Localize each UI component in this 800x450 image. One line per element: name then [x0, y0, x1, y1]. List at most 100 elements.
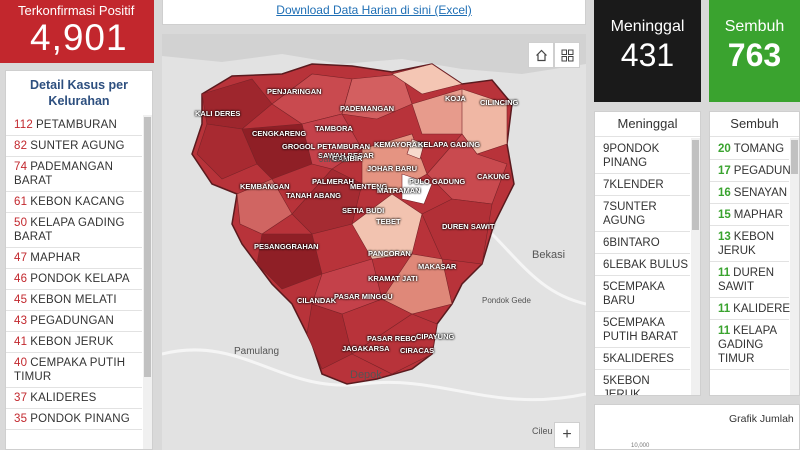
list-item[interactable]: 11 KELAPA GADING TIMUR — [710, 320, 789, 370]
list-item[interactable]: 20 TOMANG — [710, 138, 789, 160]
district-label: TEBET — [376, 217, 401, 226]
district-label: CIPAYUNG — [416, 332, 455, 341]
list-item[interactable]: 45 KEBON MELATI — [6, 290, 142, 311]
item-count: 11 — [718, 267, 731, 279]
list-item[interactable]: 74 PADEMANGAN BARAT — [6, 157, 142, 192]
item-name: KALIDERES — [609, 353, 674, 365]
district-label: MATRAMAN — [377, 186, 421, 195]
item-count: 7 — [603, 179, 610, 191]
list-item[interactable]: 11 DUREN SAWIT — [710, 262, 789, 298]
item-name: KEBON JERUK — [603, 375, 650, 396]
item-name: PETAMBURAN — [35, 119, 117, 131]
list-item[interactable]: 5KALIDERES — [595, 348, 690, 370]
item-count: 20 — [718, 143, 731, 155]
list-item[interactable]: 9PONDOK PINANG — [595, 138, 690, 174]
choropleth-map[interactable] — [162, 34, 586, 450]
home-icon — [535, 49, 547, 61]
list-item[interactable]: 6BINTARO — [595, 232, 690, 254]
item-name: KLENDER — [609, 179, 664, 191]
deaths-list-panel: Meninggal 9PONDOK PINANG 7KLENDER 7SUNTER … — [594, 111, 701, 396]
deaths-list-title: Meninggal — [595, 112, 700, 137]
list-item[interactable]: 5KEBON JERUK — [595, 370, 690, 396]
recovered-scroll-thumb[interactable] — [791, 140, 798, 174]
item-count: 46 — [14, 273, 28, 285]
kelurahan-scrollbar[interactable] — [143, 115, 152, 449]
kelurahan-scroll-thumb[interactable] — [144, 117, 151, 377]
list-item[interactable]: 61 KEBON KACANG — [6, 192, 142, 213]
recovered-card: Sembuh 763 — [709, 0, 800, 102]
home-button[interactable] — [528, 42, 554, 68]
district-label: CILINCING — [480, 98, 519, 107]
item-name: PEGADUNGAN — [733, 165, 799, 177]
item-count: 50 — [14, 217, 28, 229]
list-item[interactable]: 7SUNTER AGUNG — [595, 196, 690, 232]
zoom-in-button[interactable]: + — [554, 422, 580, 448]
district-label: CIRACAS — [400, 346, 435, 355]
deaths-scroll-thumb[interactable] — [692, 140, 699, 230]
kelurahan-detail-panel: Detail Kasus per Kelurahan 112 PETAMBURAN… — [5, 70, 153, 450]
district-label: PASAR REBO — [367, 334, 417, 343]
district-label: DUREN SAWIT — [442, 222, 495, 231]
item-name: KEBON JERUK — [718, 231, 775, 257]
list-item[interactable]: 35 PONDOK PINANG — [6, 409, 142, 430]
list-item[interactable]: 13 KEBON JERUK — [710, 226, 789, 262]
item-name: PEGADUNGAN — [30, 315, 114, 327]
list-item[interactable]: 50 KELAPA GADING BARAT — [6, 213, 142, 248]
district-label: PESANGGRAHAN — [254, 242, 319, 251]
basemap-place-label: Bekasi — [532, 249, 566, 261]
item-name: DUREN SAWIT — [718, 267, 775, 293]
item-count: 40 — [14, 357, 28, 369]
district-label: PASAR MINGGU — [334, 292, 393, 301]
item-name: CEMPAKA PUTIH BARAT — [603, 317, 679, 343]
item-name: KALIDERES — [30, 392, 97, 404]
deaths-scrollbar[interactable] — [691, 138, 700, 395]
item-name: SUNTER AGUNG — [30, 140, 125, 152]
district-label: JOHAR BARU — [367, 164, 418, 173]
item-name: BINTARO — [609, 237, 660, 249]
district-label: SETIA BUDI — [342, 206, 385, 215]
district-label: JAGAKARSA — [342, 344, 390, 353]
deaths-card: Meninggal 431 — [594, 0, 701, 102]
recovered-scrollbar[interactable] — [790, 138, 799, 395]
list-item[interactable]: 47 MAPHAR — [6, 248, 142, 269]
item-name: KELAPA GADING BARAT — [14, 217, 125, 243]
item-name: KELAPA GADING TIMUR — [718, 325, 777, 365]
list-item[interactable]: 40 CEMPAKA PUTIH TIMUR — [6, 353, 142, 388]
list-item[interactable]: 11 KALIDERES — [710, 298, 798, 320]
basemap-place-label: Cileu — [532, 426, 553, 436]
list-item[interactable]: 17PEGADUNGAN — [710, 160, 799, 182]
download-data-link[interactable]: Download Data Harian di sini (Excel) — [276, 3, 472, 17]
item-count: 82 — [14, 140, 28, 152]
item-count: 6 — [603, 259, 610, 271]
list-item[interactable]: 6LEBAK BULUS — [595, 254, 690, 276]
list-item[interactable]: 16 SENAYAN — [710, 182, 789, 204]
district-label: PALMERAH — [312, 177, 354, 186]
item-name: KEBON KACANG — [30, 196, 125, 208]
district-label: GROGOL PETAMBURAN — [282, 142, 371, 151]
map-view[interactable]: + PENJARINGAN PADEMANGAN KOJA CILINCING KALI… — [162, 34, 586, 450]
item-count: 35 — [14, 413, 28, 425]
list-item[interactable]: 15 MAPHAR — [710, 204, 789, 226]
list-item[interactable]: 5CEMPAKA PUTIH BARAT — [595, 312, 690, 348]
list-item[interactable]: 5CEMPAKA BARU — [595, 276, 690, 312]
list-item[interactable]: 112 PETAMBURAN — [6, 115, 142, 136]
confirmed-value: 4,901 — [30, 17, 128, 58]
basemap-gallery-button[interactable] — [554, 42, 580, 68]
list-item[interactable]: 7KLENDER — [595, 174, 690, 196]
item-count: 61 — [14, 196, 28, 208]
basemap-place-label: Pamulang — [234, 346, 280, 357]
list-item[interactable]: 82 SUNTER AGUNG — [6, 136, 142, 157]
item-name: KEBON MELATI — [30, 294, 117, 306]
list-item[interactable]: 37 KALIDERES — [6, 388, 142, 409]
item-name: KALIDERES — [733, 303, 798, 315]
district-label: SAWAH BESAR — [318, 151, 374, 160]
list-item[interactable]: 43 PEGADUNGAN — [6, 311, 142, 332]
district-label: MAKASAR — [418, 262, 457, 271]
basemap-place-label: Pondok Gede — [482, 296, 531, 305]
list-item[interactable]: 46 PONDOK KELAPA — [6, 269, 142, 290]
item-count: 7 — [603, 201, 610, 213]
chart-title: Grafik Jumlah — [729, 413, 794, 425]
district-label: KEMAYORAN — [374, 140, 423, 149]
list-item[interactable]: 41 KEBON JERUK — [6, 332, 142, 353]
basemap-place-label: Jakarta — [319, 154, 349, 164]
